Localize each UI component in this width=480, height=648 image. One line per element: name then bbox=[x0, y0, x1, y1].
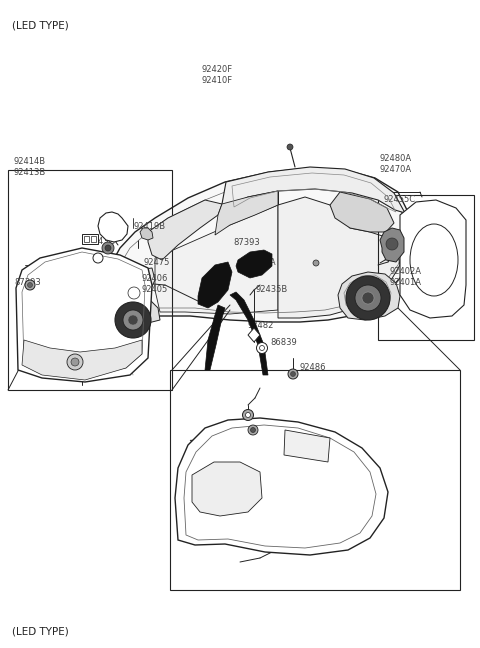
Text: 92482: 92482 bbox=[248, 321, 275, 330]
Polygon shape bbox=[284, 430, 330, 462]
Polygon shape bbox=[198, 262, 232, 308]
Polygon shape bbox=[155, 205, 278, 314]
Polygon shape bbox=[330, 192, 394, 232]
Bar bbox=[82, 234, 98, 244]
Circle shape bbox=[128, 315, 138, 325]
Circle shape bbox=[386, 238, 398, 250]
Text: 92455C: 92455C bbox=[383, 195, 415, 204]
Polygon shape bbox=[278, 197, 400, 318]
Text: 92470A: 92470A bbox=[380, 165, 412, 174]
Circle shape bbox=[355, 285, 381, 311]
Polygon shape bbox=[248, 328, 260, 342]
Text: 92480A: 92480A bbox=[380, 154, 412, 163]
Circle shape bbox=[123, 310, 143, 330]
Circle shape bbox=[362, 292, 374, 304]
Text: 87393: 87393 bbox=[233, 238, 260, 247]
Circle shape bbox=[115, 302, 151, 338]
Circle shape bbox=[256, 343, 267, 354]
Text: 92401A: 92401A bbox=[390, 278, 422, 287]
Text: 92414B: 92414B bbox=[14, 157, 46, 166]
Bar bbox=[84, 236, 89, 242]
Polygon shape bbox=[236, 250, 272, 278]
Text: 92402A: 92402A bbox=[390, 267, 422, 276]
Circle shape bbox=[245, 413, 251, 417]
Circle shape bbox=[67, 354, 83, 370]
Circle shape bbox=[287, 144, 293, 150]
Text: 1021BA: 1021BA bbox=[243, 258, 276, 267]
Polygon shape bbox=[192, 462, 262, 516]
Text: 87393: 87393 bbox=[14, 278, 41, 287]
Circle shape bbox=[93, 253, 103, 263]
Text: 18643G: 18643G bbox=[82, 237, 115, 246]
Text: 92486: 92486 bbox=[299, 363, 325, 372]
Circle shape bbox=[251, 428, 255, 432]
Text: 86839: 86839 bbox=[270, 338, 297, 347]
Polygon shape bbox=[230, 292, 268, 375]
Text: 92435B: 92435B bbox=[256, 285, 288, 294]
Circle shape bbox=[71, 358, 79, 366]
Bar bbox=[378, 195, 474, 340]
Text: 92405: 92405 bbox=[142, 285, 168, 294]
Polygon shape bbox=[175, 418, 388, 555]
Circle shape bbox=[288, 369, 298, 379]
Circle shape bbox=[27, 283, 33, 288]
Circle shape bbox=[25, 280, 35, 290]
Bar bbox=[8, 170, 172, 390]
Polygon shape bbox=[22, 340, 142, 380]
Circle shape bbox=[128, 287, 140, 299]
Circle shape bbox=[313, 260, 319, 266]
Polygon shape bbox=[215, 191, 278, 235]
Polygon shape bbox=[105, 296, 160, 325]
Text: 92475: 92475 bbox=[143, 258, 169, 267]
Circle shape bbox=[248, 425, 258, 435]
Polygon shape bbox=[218, 167, 405, 215]
Polygon shape bbox=[148, 200, 222, 260]
Text: (LED TYPE): (LED TYPE) bbox=[12, 20, 69, 30]
Polygon shape bbox=[205, 305, 225, 370]
Polygon shape bbox=[105, 268, 155, 314]
Polygon shape bbox=[98, 212, 128, 242]
Polygon shape bbox=[400, 200, 466, 318]
Polygon shape bbox=[140, 228, 153, 240]
Circle shape bbox=[290, 371, 296, 376]
Circle shape bbox=[242, 410, 253, 421]
Circle shape bbox=[346, 276, 390, 320]
Polygon shape bbox=[380, 228, 404, 262]
Text: (LED TYPE): (LED TYPE) bbox=[12, 626, 69, 636]
Text: 92420F: 92420F bbox=[202, 65, 233, 74]
Polygon shape bbox=[338, 272, 400, 320]
Circle shape bbox=[102, 242, 114, 254]
Bar bbox=[91, 236, 96, 242]
Text: 92419B: 92419B bbox=[133, 222, 165, 231]
Polygon shape bbox=[16, 248, 152, 382]
Text: 92410F: 92410F bbox=[202, 76, 233, 85]
Polygon shape bbox=[102, 168, 412, 322]
Circle shape bbox=[260, 345, 264, 351]
Text: 92413B: 92413B bbox=[14, 168, 46, 177]
Circle shape bbox=[105, 245, 111, 251]
Bar bbox=[170, 370, 460, 590]
Text: 92406: 92406 bbox=[142, 274, 168, 283]
